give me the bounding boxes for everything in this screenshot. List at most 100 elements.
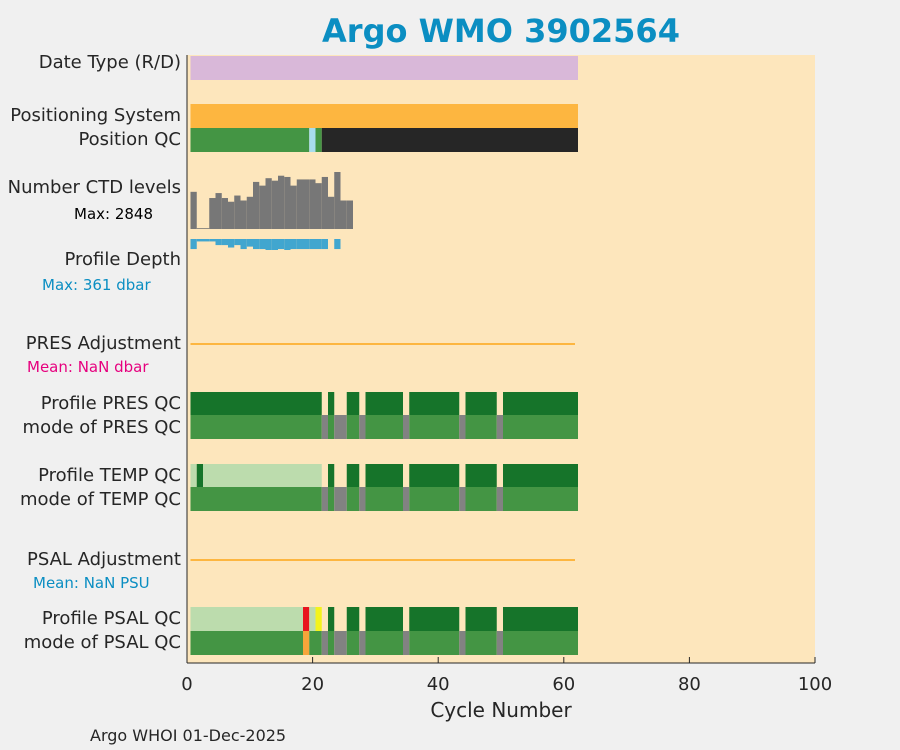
ctd-level-bar [240, 200, 247, 229]
segment-mode-pres-qc [409, 415, 460, 439]
ctd-level-bar [271, 180, 278, 229]
profile-depth-bar [190, 239, 197, 250]
segment-profile-psal-qc [503, 607, 578, 631]
segment-profile-temp-qc [409, 464, 460, 487]
segment-profile-psal-qc [346, 607, 360, 631]
segment-profile-pres-qc [503, 392, 578, 415]
row-label-psal-adjustment: PSAL Adjustment [26, 549, 181, 570]
profile-depth-bar [296, 239, 303, 250]
segment-mode-psal-qc [321, 631, 328, 655]
ctd-level-bar [303, 179, 310, 229]
row-label-mode-temp-qc: mode of TEMP QC [19, 489, 181, 510]
segment-profile-psal-qc [409, 607, 460, 631]
segment-profile-psal-qc [303, 607, 310, 631]
profile-depth-bar [290, 239, 297, 250]
profile-depth-bar [334, 239, 341, 250]
segment-profile-temp-qc [365, 464, 403, 487]
ctd-level-bar [309, 179, 316, 229]
psal-mean-annotation: Mean: NaN PSU [33, 574, 150, 592]
ctd-max-annotation: Max: 2848 [74, 205, 154, 223]
segment-profile-psal-qc [465, 607, 497, 631]
row-label-mode-pres-qc: mode of PRES QC [22, 417, 181, 438]
segment-mode-psal-qc [409, 631, 460, 655]
ctd-level-bar [221, 198, 228, 229]
segment-mode-psal-qc [465, 631, 497, 655]
row-label-profile-depth: Profile Depth [64, 249, 181, 270]
ctd-level-bar [228, 201, 235, 229]
segment-mode-pres-qc [190, 415, 322, 439]
segment-position-qc [321, 128, 578, 152]
profile-depth-bar [196, 239, 203, 242]
segment-mode-pres-qc [334, 415, 347, 439]
segment-mode-psal-qc [365, 631, 403, 655]
segment-mode-psal-qc [303, 631, 310, 655]
ctd-level-bar [215, 193, 222, 229]
segment-mode-temp-qc [334, 487, 347, 511]
ctd-level-bar [346, 200, 353, 229]
segment-mode-temp-qc [365, 487, 403, 511]
segment-profile-temp-qc [346, 464, 360, 487]
profile-depth-bar [246, 239, 253, 247]
segment-profile-psal-qc [328, 607, 335, 631]
ctd-level-bar [196, 228, 203, 229]
ctd-level-bar [234, 195, 241, 229]
profile-depth-bar [203, 239, 210, 242]
segment-mode-temp-qc [503, 487, 578, 511]
segment-profile-pres-qc [409, 392, 460, 415]
segment-mode-pres-qc [346, 415, 360, 439]
segment-profile-pres-qc [328, 392, 335, 415]
segment-mode-temp-qc [328, 487, 335, 511]
segment-mode-psal-qc [359, 631, 366, 655]
segment-mode-pres-qc [459, 415, 466, 439]
ctd-level-bar [278, 175, 285, 229]
segment-profile-psal-qc [190, 607, 303, 631]
segment-profile-temp-qc [328, 464, 335, 487]
segment-profile-pres-qc [465, 392, 497, 415]
ctd-level-bar [334, 172, 341, 229]
profile-depth-bar [240, 239, 247, 250]
segment-mode-pres-qc [496, 415, 503, 439]
segment-mode-pres-qc [503, 415, 578, 439]
row-label-profile-psal-qc: Profile PSAL QC [41, 608, 181, 629]
profile-depth-bar [221, 239, 228, 246]
x-tick-label: 60 [552, 674, 576, 695]
segment-profile-temp-qc [465, 464, 497, 487]
segment-mode-temp-qc [190, 487, 322, 511]
x-tick-label: 80 [677, 674, 701, 695]
depth-max-annotation: Max: 361 dbar [42, 276, 151, 294]
x-tick-label: 40 [426, 674, 450, 695]
row-label-position-qc: Position QC [78, 129, 181, 150]
segment-profile-temp-qc [503, 464, 578, 487]
segment-mode-psal-qc [334, 631, 347, 655]
ctd-level-bar [253, 181, 260, 229]
segment-mode-psal-qc [346, 631, 360, 655]
profile-depth-bar [278, 239, 285, 250]
ctd-level-bar [203, 228, 210, 229]
segment-profile-temp-qc [196, 464, 203, 487]
segment-profile-pres-qc [365, 392, 403, 415]
segment-mode-temp-qc [321, 487, 328, 511]
segment-mode-psal-qc [403, 631, 410, 655]
x-tick-label: 0 [181, 674, 193, 695]
segment-mode-psal-qc [503, 631, 578, 655]
profile-depth-bar [303, 239, 310, 250]
ctd-level-bar [265, 178, 272, 229]
footer-credit: Argo WHOI 01-Dec-2025 [90, 726, 287, 745]
row-label-mode-psal-qc: mode of PSAL QC [23, 632, 181, 653]
segment-position-qc [309, 128, 316, 152]
ctd-level-bar [259, 185, 266, 229]
ctd-level-bar [246, 196, 253, 229]
segment-mode-temp-qc [346, 487, 360, 511]
segment-mode-pres-qc [328, 415, 335, 439]
profile-depth-bar [265, 239, 272, 250]
row-label-profile-pres-qc: Profile PRES QC [40, 393, 181, 414]
ctd-level-bar [190, 191, 197, 229]
segment-mode-pres-qc [403, 415, 410, 439]
segment-mode-psal-qc [309, 631, 322, 655]
profile-depth-bar [315, 239, 322, 250]
row-label-pres-adjustment: PRES Adjustment [25, 333, 181, 354]
segment-profile-pres-qc [346, 392, 360, 415]
segment-mode-psal-qc [328, 631, 335, 655]
x-tick-label: 20 [301, 674, 325, 695]
profile-depth-bar [309, 239, 316, 250]
